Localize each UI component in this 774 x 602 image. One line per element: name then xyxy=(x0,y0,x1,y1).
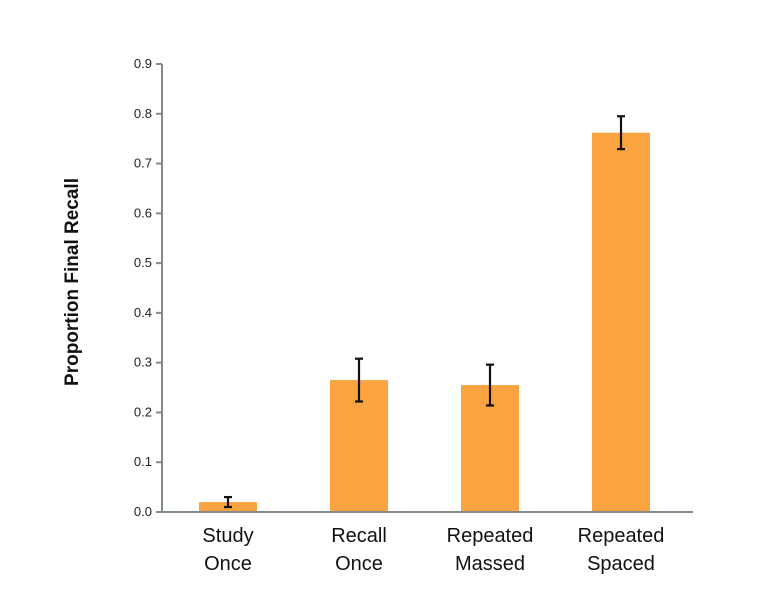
y-tick-label: 0.9 xyxy=(134,56,152,71)
y-axis-ticks: 0.0 0.1 0.2 0.3 0.4 0.5 0.6 0.7 0.8 0.9 xyxy=(134,56,162,519)
y-axis-title: Proportion Final Recall xyxy=(62,178,83,386)
y-tick-label: 0.4 xyxy=(134,305,152,320)
y-axis-title-group: Proportion Final Recall xyxy=(62,178,83,386)
y-tick-label: 0.1 xyxy=(134,454,152,469)
x-category-label: Repeated Massed xyxy=(447,525,534,575)
bars xyxy=(199,132,650,512)
error-bars xyxy=(224,115,625,509)
y-tick-label: 0.5 xyxy=(134,255,152,270)
y-tick-label: 0.7 xyxy=(134,156,152,171)
x-category-label: Study Once xyxy=(202,525,253,575)
x-category-label: Repeated Spaced xyxy=(578,525,665,575)
y-tick-label: 0.0 xyxy=(134,504,152,519)
x-category-label: Recall Once xyxy=(331,525,387,575)
y-tick-label: 0.8 xyxy=(134,106,152,121)
x-axis-labels: Study Once Recall Once Repeated Massed Repeate… xyxy=(202,525,664,575)
y-tick-label: 0.2 xyxy=(134,404,152,419)
y-tick-label: 0.6 xyxy=(134,205,152,220)
y-tick-label: 0.3 xyxy=(134,355,152,370)
bar xyxy=(592,132,650,512)
